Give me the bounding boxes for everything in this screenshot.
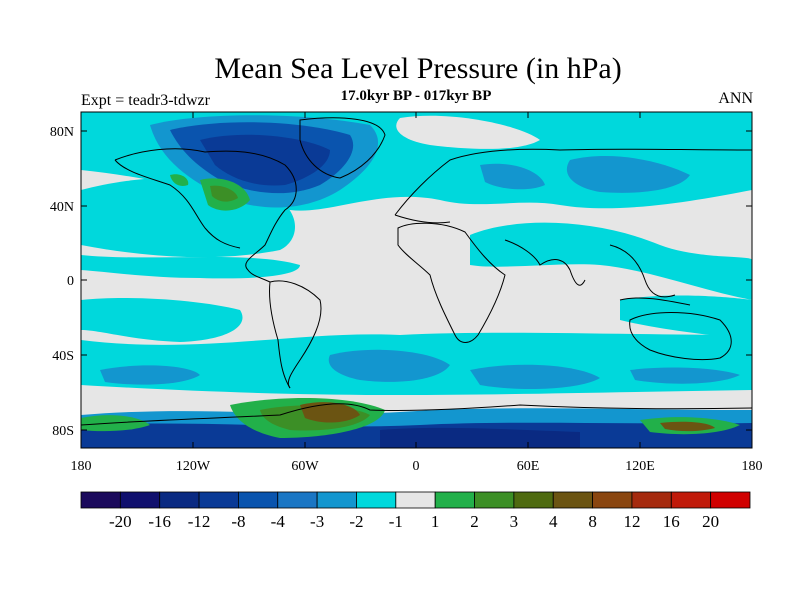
map-subtitle: 17.0kyr BP - 017kyr BP bbox=[340, 88, 492, 104]
lon-label-180w: 180 bbox=[71, 459, 92, 474]
lon-label-0: 0 bbox=[413, 459, 420, 474]
lat-label-40n: 40N bbox=[50, 200, 74, 215]
colorbar-label: -12 bbox=[188, 512, 211, 531]
colorbar-swatch bbox=[631, 491, 672, 509]
colorbar-label: -20 bbox=[109, 512, 132, 531]
lat-label-0: 0 bbox=[67, 274, 74, 289]
colorbar-swatch bbox=[592, 491, 633, 509]
season-label: ANN bbox=[718, 90, 753, 107]
lat-label-40s: 40S bbox=[52, 349, 74, 364]
colorbar-label: 12 bbox=[623, 512, 640, 531]
colorbar-label: 8 bbox=[588, 512, 597, 531]
lat-label-80s: 80S bbox=[52, 424, 74, 439]
lon-label-180e: 180 bbox=[742, 459, 763, 474]
colorbar-label: 2 bbox=[470, 512, 479, 531]
colorbar-label: -16 bbox=[148, 512, 171, 531]
colorbar-swatch bbox=[670, 491, 712, 509]
lon-label-120w: 120W bbox=[176, 459, 211, 474]
colorbar-label: -2 bbox=[349, 512, 363, 531]
colorbar-swatch bbox=[159, 491, 200, 509]
lon-label-60w: 60W bbox=[291, 459, 319, 474]
colorbar-swatch bbox=[316, 491, 357, 509]
colorbar-swatch bbox=[119, 491, 161, 509]
colorbar-label: 3 bbox=[510, 512, 519, 531]
latitude-axis: 80N 40N 0 40S 80S bbox=[50, 125, 752, 439]
colorbar-swatch bbox=[198, 491, 239, 509]
colorbar-swatch bbox=[356, 491, 397, 509]
lon-label-120e: 120E bbox=[625, 459, 655, 474]
colorbar-label: -8 bbox=[231, 512, 245, 531]
colorbar-swatch bbox=[474, 491, 515, 509]
longitude-axis: 180 120W 60W 0 60E 120E 180 bbox=[71, 112, 763, 474]
colorbar-labels: -20 -16 -12 -8 -4 -3 -2 -1 1 2 3 4 8 12 16 20 bbox=[109, 512, 719, 531]
colorbar-swatch bbox=[80, 491, 121, 509]
colorbar-label: 20 bbox=[702, 512, 719, 531]
colorbar bbox=[80, 491, 751, 509]
colorbar-swatch bbox=[395, 491, 436, 509]
lat-label-80n: 80N bbox=[50, 125, 74, 140]
pressure-anomaly-field bbox=[81, 112, 752, 448]
colorbar-label: -3 bbox=[310, 512, 324, 531]
colorbar-label: 16 bbox=[663, 512, 680, 531]
colorbar-swatch bbox=[238, 491, 279, 509]
map-title: Mean Sea Level Pressure (in hPa) bbox=[214, 52, 622, 85]
colorbar-swatch bbox=[513, 491, 554, 509]
colorbar-label: -4 bbox=[271, 512, 286, 531]
experiment-label: Expt = teadr3-tdwzr bbox=[81, 92, 210, 109]
colorbar-swatch bbox=[277, 491, 318, 509]
colorbar-label: -1 bbox=[389, 512, 403, 531]
lon-label-60e: 60E bbox=[517, 459, 540, 474]
colorbar-label: 4 bbox=[549, 512, 558, 531]
colorbar-label: 1 bbox=[431, 512, 440, 531]
colorbar-swatch bbox=[710, 491, 751, 509]
colorbar-swatch bbox=[434, 491, 475, 509]
colorbar-swatch bbox=[552, 491, 593, 509]
